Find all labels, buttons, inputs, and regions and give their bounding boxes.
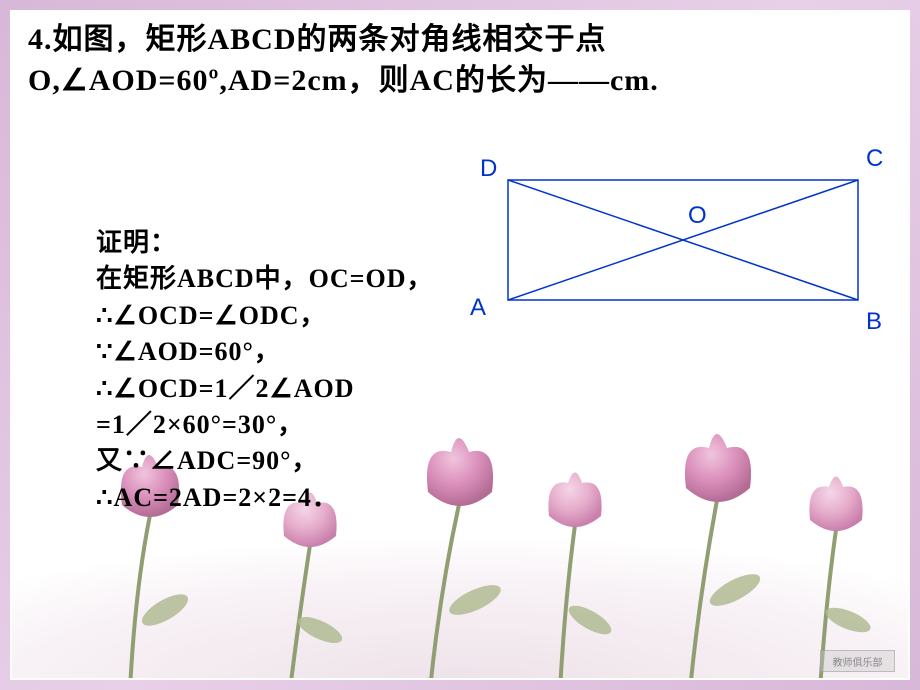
proof-line-5: =1／2×60°=30°， (96, 407, 434, 443)
rectangle-diagram-svg (478, 160, 878, 330)
proof-title: 证明： (96, 225, 434, 261)
question-line-1: 4.如图，矩形ABCD的两条对角线相交于点 (28, 20, 892, 61)
proof-line-3: ∵∠AOD=60°， (96, 334, 434, 370)
proof-block: 证明： 在矩形ABCD中，OC=OD， ∴∠OCD=∠ODC， ∵∠AOD=60… (96, 225, 434, 516)
question-line-2: O,∠AOD=60º,AD=2cm，则AC的长为——cm. (28, 61, 892, 102)
vertex-O: O (688, 202, 707, 230)
vertex-D: D (480, 155, 497, 183)
proof-line-4: ∴∠OCD=1／2∠AOD (96, 371, 434, 407)
proof-line-2: ∴∠OCD=∠ODC， (96, 298, 434, 334)
vertex-A: A (470, 294, 486, 322)
watermark-badge: 教师俱乐部 (820, 650, 895, 672)
proof-line-6: 又∵∠ADC=90°， (96, 443, 434, 479)
proof-line-7: ∴AC=2AD=2×2=4． (96, 480, 434, 516)
slide-content: 4.如图，矩形ABCD的两条对角线相交于点 O,∠AOD=60º,AD=2cm，… (28, 20, 892, 670)
question-text: 4.如图，矩形ABCD的两条对角线相交于点 O,∠AOD=60º,AD=2cm，… (28, 20, 892, 101)
watermark-text: 教师俱乐部 (833, 654, 883, 669)
geometry-diagram: D C A B O (478, 160, 878, 330)
vertex-C: C (866, 145, 883, 173)
proof-line-1: 在矩形ABCD中，OC=OD， (96, 261, 434, 297)
vertex-B: B (866, 308, 882, 336)
